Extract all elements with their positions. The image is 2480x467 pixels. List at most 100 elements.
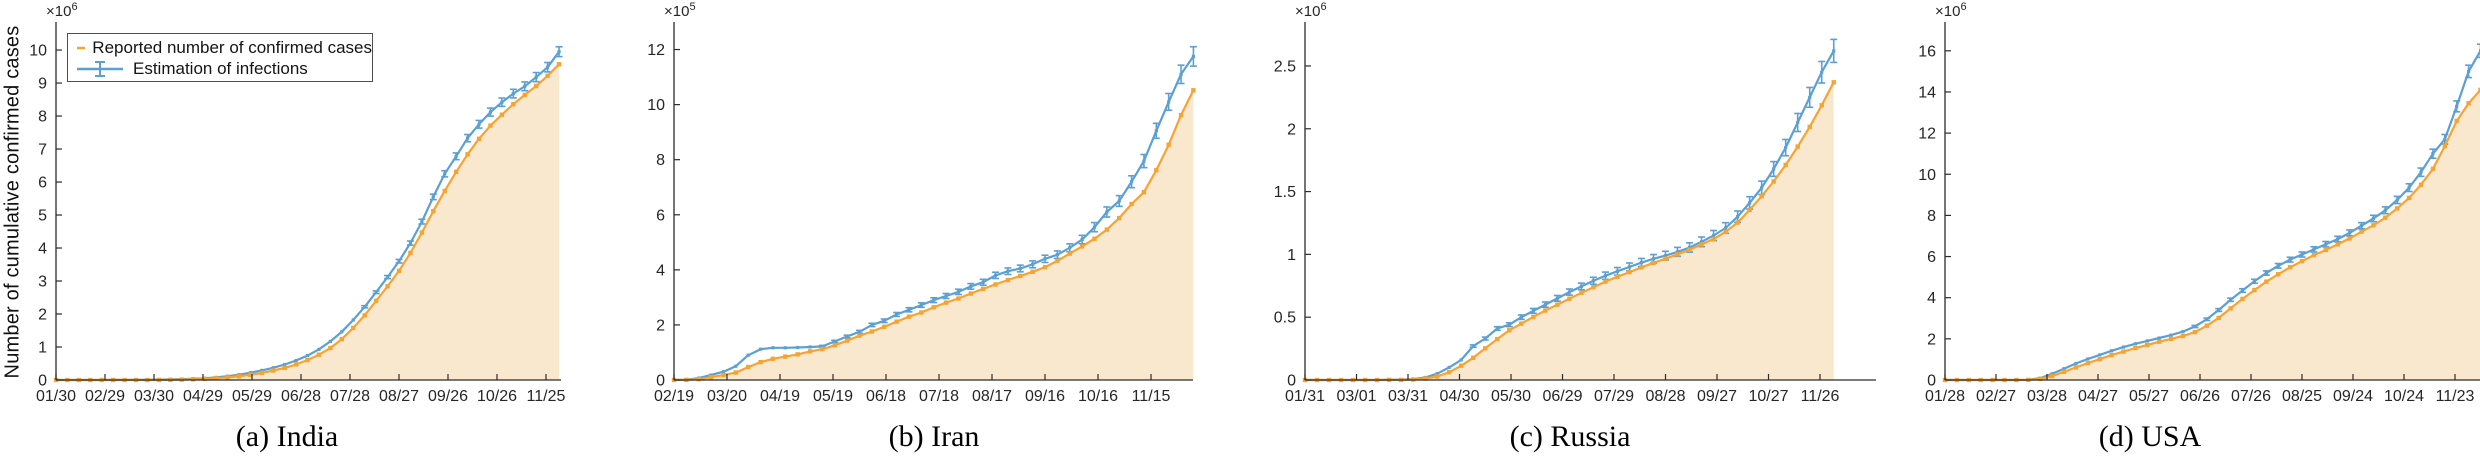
svg-text:07/18: 07/18 — [919, 388, 959, 405]
svg-text:6: 6 — [38, 175, 47, 192]
svg-text:1: 1 — [38, 340, 47, 357]
svg-text:06/29: 06/29 — [1542, 388, 1582, 405]
svg-text:01/31: 01/31 — [1285, 388, 1325, 405]
svg-text:3: 3 — [38, 274, 47, 291]
legend-reported-label: Reported number of confirmed cases — [92, 37, 372, 57]
svg-text:02/27: 02/27 — [1976, 388, 2016, 405]
estimated-markers — [672, 54, 1196, 382]
svg-text:09/24: 09/24 — [2333, 388, 2373, 405]
y-tick-labels: 0 0.5 1 1.5 2 2.5 — [1274, 58, 1296, 389]
svg-text:10/16: 10/16 — [1078, 388, 1118, 405]
svg-text:05/29: 05/29 — [232, 388, 272, 405]
svg-text:09/26: 09/26 — [428, 388, 468, 405]
svg-text:05/30: 05/30 — [1491, 388, 1531, 405]
svg-text:03/20: 03/20 — [707, 388, 747, 405]
caption-usa: (d) USA — [2098, 420, 2202, 453]
caption-india: (a) India — [235, 420, 339, 453]
svg-text:10: 10 — [1918, 167, 1936, 184]
caption-russia: (c) Russia — [1509, 420, 1631, 453]
svg-text:01/28: 01/28 — [1925, 388, 1965, 405]
x-tick-labels: 01/30 02/29 03/30 04/29 05/29 06/28 07/28 08/27… — [36, 388, 566, 405]
svg-text:2: 2 — [1287, 121, 1296, 138]
svg-text:0: 0 — [1927, 373, 1936, 390]
y-axis-label: Number of cumulative confirmed cases — [1, 25, 24, 379]
reported-area — [674, 90, 1194, 381]
svg-text:11/25: 11/25 — [527, 388, 566, 405]
svg-text:05/19: 05/19 — [813, 388, 853, 405]
y-tick-labels: 0 2 4 6 8 10 12 14 16 — [1918, 43, 1936, 389]
svg-text:11/15: 11/15 — [1132, 388, 1171, 405]
x-tick-labels: 02/19 03/20 04/19 05/19 06/18 07/18 08/17 09/16… — [654, 388, 1171, 405]
reported-area — [56, 64, 560, 380]
legend-estimated-label: Estimation of infections — [133, 58, 308, 78]
svg-text:2.5: 2.5 — [1274, 58, 1296, 75]
y-tick-labels: 0 2 4 6 8 10 12 — [647, 42, 665, 389]
svg-text:04/30: 04/30 — [1439, 388, 1479, 405]
svg-text:11/23: 11/23 — [2436, 388, 2475, 405]
legend: Reported number of confirmed cases Estim… — [67, 33, 373, 82]
chart-iran: 02/19 03/20 04/19 05/19 06/18 07/18 08/17 09/16… — [647, 1, 1197, 405]
y-axis-exponent: ×105 — [664, 1, 696, 20]
svg-text:04/19: 04/19 — [760, 388, 800, 405]
svg-text:04/29: 04/29 — [183, 388, 223, 405]
y-tick-labels: 0 1 2 3 4 5 6 7 8 9 10 — [29, 43, 47, 390]
svg-text:06/28: 06/28 — [281, 388, 321, 405]
svg-text:10/27: 10/27 — [1748, 388, 1788, 405]
chart-russia: 01/31 03/01 03/31 04/30 05/30 06/29 07/29 08/28… — [1274, 1, 1876, 405]
svg-text:8: 8 — [656, 152, 665, 169]
svg-text:07/29: 07/29 — [1594, 388, 1634, 405]
y-axis-exponent: ×106 — [1295, 1, 1327, 20]
svg-text:04/27: 04/27 — [2078, 388, 2118, 405]
svg-text:10/26: 10/26 — [477, 388, 517, 405]
svg-text:4: 4 — [38, 241, 47, 258]
svg-text:14: 14 — [1918, 84, 1936, 101]
svg-text:10: 10 — [29, 43, 47, 60]
svg-text:4: 4 — [656, 262, 665, 279]
x-tick-labels: 01/28 02/27 03/28 04/27 05/27 06/26 07/26 08/25… — [1925, 388, 2475, 405]
svg-text:8: 8 — [38, 109, 47, 126]
svg-text:10: 10 — [647, 97, 665, 114]
svg-text:02/19: 02/19 — [654, 388, 694, 405]
svg-text:06/26: 06/26 — [2180, 388, 2220, 405]
svg-text:08/28: 08/28 — [1645, 388, 1685, 405]
svg-text:0: 0 — [1287, 373, 1296, 390]
svg-text:09/16: 09/16 — [1025, 388, 1065, 405]
svg-text:5: 5 — [38, 208, 47, 225]
svg-text:10/24: 10/24 — [2384, 388, 2424, 405]
svg-text:11/26: 11/26 — [1801, 388, 1840, 405]
reported-area — [1305, 82, 1834, 381]
svg-text:6: 6 — [656, 207, 665, 224]
svg-text:07/28: 07/28 — [330, 388, 370, 405]
svg-text:03/01: 03/01 — [1336, 388, 1376, 405]
caption-iran: (b) Iran — [888, 420, 980, 453]
svg-text:12: 12 — [647, 42, 665, 59]
svg-text:8: 8 — [1927, 208, 1936, 225]
svg-text:2: 2 — [38, 307, 47, 324]
svg-text:03/30: 03/30 — [134, 388, 174, 405]
reported-line-sample-icon — [77, 46, 86, 49]
x-tick-labels: 01/31 03/01 03/31 04/30 05/30 06/29 07/29 08/28… — [1285, 388, 1840, 405]
svg-text:08/17: 08/17 — [972, 388, 1012, 405]
svg-text:6: 6 — [1927, 249, 1936, 266]
svg-text:02/29: 02/29 — [85, 388, 125, 405]
svg-text:07/26: 07/26 — [2231, 388, 2271, 405]
svg-text:1: 1 — [1287, 247, 1296, 264]
svg-text:9: 9 — [38, 76, 47, 93]
legend-row-reported: Reported number of confirmed cases — [74, 37, 372, 58]
svg-text:2: 2 — [656, 317, 665, 334]
svg-text:03/28: 03/28 — [2027, 388, 2067, 405]
reported-area — [1945, 90, 2480, 380]
svg-text:0: 0 — [656, 373, 665, 390]
svg-text:06/18: 06/18 — [866, 388, 906, 405]
chart-india: 01/30 02/29 03/30 04/29 05/29 06/28 07/28 08/27… — [29, 1, 565, 405]
svg-text:16: 16 — [1918, 43, 1936, 60]
svg-text:1.5: 1.5 — [1274, 184, 1296, 201]
y-axis-exponent: ×106 — [1935, 1, 1967, 20]
y-axis-exponent: ×106 — [46, 1, 78, 20]
svg-text:05/27: 05/27 — [2129, 388, 2169, 405]
svg-text:0: 0 — [38, 373, 47, 390]
svg-text:7: 7 — [38, 142, 47, 159]
svg-text:12: 12 — [1918, 126, 1936, 143]
estimated-errorbar-sample-icon — [77, 60, 123, 77]
